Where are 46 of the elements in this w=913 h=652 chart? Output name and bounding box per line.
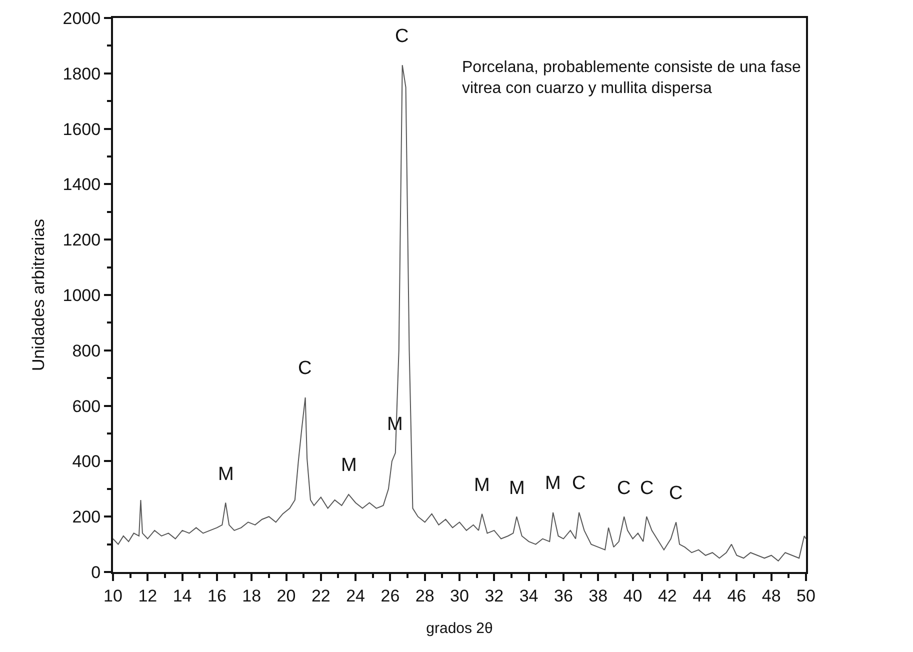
x-tick-label: 38 [588, 586, 608, 606]
x-tick-label: 40 [623, 586, 642, 606]
x-tick-label: 26 [380, 586, 400, 606]
x-tick-label: 24 [346, 586, 366, 606]
x-tick-label: 16 [207, 586, 226, 606]
annotation: C [640, 478, 654, 499]
x-axis-title: grados 2θ [426, 620, 493, 637]
y-axis-title: Unidades arbitrarias [28, 218, 48, 372]
x-tick-label: 42 [658, 586, 677, 606]
x-tick-label: 22 [311, 586, 330, 606]
x-tick-label: 48 [762, 586, 781, 606]
x-tick-label: 34 [519, 586, 538, 606]
x-tick-label: 12 [138, 586, 158, 606]
y-tick-label: 1600 [62, 120, 101, 139]
annotation: C [669, 483, 683, 504]
x-tick-label: 46 [727, 586, 746, 606]
y-tick-label: 400 [72, 452, 101, 472]
annotation: C [298, 358, 312, 379]
annotation: M [509, 478, 525, 499]
y-tick-label: 1000 [62, 286, 101, 305]
x-tick-label: 14 [172, 586, 192, 606]
annotation: M [545, 473, 561, 494]
x-tick-label: 20 [276, 586, 296, 606]
annotation: Porcelana, probablemente consiste de una fase vitrea con cuarzo y mullita dispersa [462, 59, 801, 97]
x-tick-label: 28 [415, 586, 434, 606]
y-tick-label: 200 [72, 508, 101, 527]
y-tick-label: 1400 [62, 175, 101, 194]
annotation: C [395, 26, 409, 47]
x-tick-label: 44 [692, 586, 712, 606]
annotation: M [474, 475, 490, 496]
x-tick-label: 18 [242, 586, 262, 606]
annotation: M [218, 464, 234, 485]
x-tick-label: 32 [484, 586, 504, 606]
annotation: C [617, 478, 631, 499]
annotation: C [572, 473, 586, 494]
x-tick-label: 10 [104, 586, 122, 606]
x-tick-label: 36 [554, 586, 573, 606]
y-tick-label: 600 [72, 396, 101, 416]
y-tick-label: 2000 [62, 8, 101, 28]
x-tick-label: 50 [796, 586, 816, 606]
annotation: M [341, 455, 357, 476]
y-tick-label: 1800 [62, 64, 101, 84]
x-tick-label: 30 [450, 586, 469, 606]
y-tick-label: 1200 [62, 230, 101, 250]
y-tick-label: 0 [91, 562, 101, 582]
y-tick-label: 800 [72, 341, 101, 360]
